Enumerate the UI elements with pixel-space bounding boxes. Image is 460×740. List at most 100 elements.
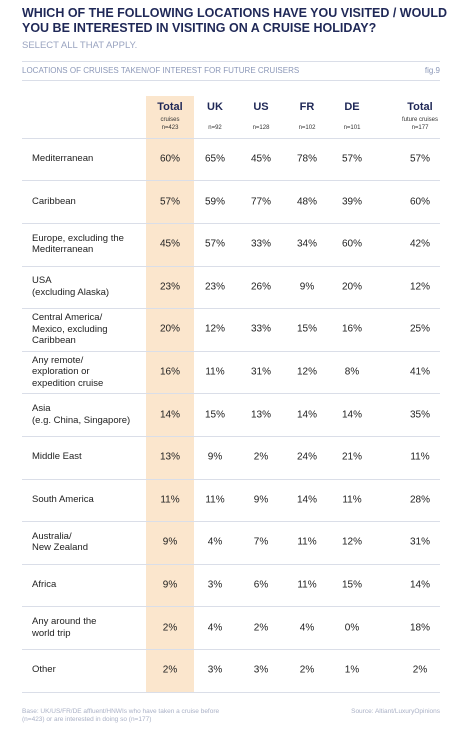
cell-value: 2%: [162, 622, 178, 634]
cell-value: 57%: [159, 196, 181, 208]
figure-number: fig.9: [424, 66, 440, 75]
source: Source: Altiant/LuxuryOpinions: [351, 708, 440, 715]
row-divider: [22, 265, 440, 267]
column-n: n=101: [343, 125, 361, 131]
cell-value: 39%: [341, 196, 363, 208]
row-divider: [22, 393, 440, 395]
row-label: Any remote/: [32, 354, 84, 366]
cell-value: 57%: [409, 153, 431, 165]
cell-value: 2%: [253, 622, 269, 634]
cell-value: 11%: [410, 451, 430, 463]
row-label: Australia/: [32, 530, 72, 542]
row-label: Europe, excluding the: [32, 232, 124, 244]
row-divider: [22, 435, 440, 437]
cell-value: 9%: [253, 494, 269, 506]
cell-value: 2%: [162, 664, 178, 676]
cell-value: 4%: [207, 536, 223, 548]
column-header: Total: [407, 101, 433, 113]
cell-value: 9%: [162, 579, 178, 591]
cell-value: 7%: [253, 536, 269, 548]
column-header: FR: [299, 101, 315, 113]
row-label: world trip: [32, 627, 71, 639]
cell-value: 15%: [296, 323, 318, 335]
cell-value: 26%: [250, 281, 272, 293]
cell-value: 14%: [296, 494, 318, 506]
row-label: (e.g. China, Singapore): [32, 414, 131, 426]
cell-value: 2%: [253, 451, 269, 463]
row-label: Mexico, excluding: [32, 323, 108, 335]
row-label: South America: [32, 494, 94, 506]
cell-value: 11%: [342, 494, 362, 506]
row-divider: [22, 691, 440, 693]
row-label: Middle East: [32, 451, 82, 463]
column-note: future cruises: [401, 117, 439, 123]
footnote: Base: UK/US/FR/DE affluent/HNWIs who hav…: [22, 708, 220, 715]
cell-value: 25%: [409, 323, 431, 335]
column-header: DE: [344, 101, 360, 113]
cell-value: 2%: [299, 664, 315, 676]
cell-value: 23%: [204, 281, 226, 293]
cell-value: 12%: [296, 366, 318, 378]
cell-value: 23%: [159, 281, 181, 293]
column-n: n=177: [411, 125, 429, 131]
column-header: Total: [157, 101, 183, 113]
row-divider: [22, 308, 440, 310]
cell-value: 6%: [253, 579, 269, 591]
cell-value: 1%: [344, 664, 360, 676]
row-divider: [22, 350, 440, 352]
row-label: USA: [32, 275, 52, 287]
title: WHICH OF THE FOLLOWING LOCATIONS HAVE YO…: [22, 6, 447, 20]
cell-value: 11%: [160, 494, 180, 506]
title: YOU BE INTERESTED IN VISITING ON A CRUIS…: [22, 21, 377, 35]
row-label: Caribbean: [32, 195, 76, 207]
cell-value: 2%: [412, 664, 428, 676]
cell-value: 0%: [344, 622, 360, 634]
cell-value: 11%: [205, 366, 225, 378]
rule: [22, 61, 440, 62]
cell-value: 34%: [296, 238, 318, 250]
cell-value: 31%: [250, 366, 272, 378]
cell-value: 9%: [162, 536, 178, 548]
row-divider: [22, 137, 440, 139]
column-n: n=92: [208, 125, 222, 131]
cell-value: 33%: [250, 238, 272, 250]
row-divider: [22, 521, 440, 523]
cell-value: 35%: [409, 409, 431, 421]
cell-value: 31%: [409, 536, 431, 548]
row-label: Caribbean: [32, 335, 76, 347]
cell-value: 8%: [344, 366, 360, 378]
row-label: Any around the: [32, 616, 97, 628]
row-divider: [22, 563, 440, 565]
row-label: Central America/: [32, 312, 103, 324]
cell-value: 24%: [296, 451, 318, 463]
cell-value: 28%: [409, 494, 431, 506]
cell-value: 15%: [341, 579, 363, 591]
row-label: expedition cruise: [32, 377, 104, 389]
cell-value: 11%: [205, 494, 225, 506]
footnote: (n=423) or are interested in doing so (n…: [22, 716, 152, 723]
column-n: n=423: [161, 125, 179, 131]
row-divider: [22, 478, 440, 480]
cell-value: 21%: [341, 451, 363, 463]
cell-value: 15%: [204, 409, 226, 421]
row-label: Africa: [32, 579, 57, 591]
cell-value: 57%: [204, 238, 226, 250]
cell-value: 41%: [409, 366, 431, 378]
cell-value: 60%: [409, 196, 431, 208]
cell-value: 13%: [159, 451, 181, 463]
cell-value: 14%: [341, 409, 363, 421]
row-label: Mediterranean: [32, 153, 94, 165]
cell-value: 11%: [297, 536, 317, 548]
cell-value: 16%: [159, 366, 181, 378]
cell-value: 45%: [250, 153, 272, 165]
rule: [22, 80, 440, 81]
cell-value: 60%: [341, 238, 363, 250]
cell-value: 18%: [409, 622, 431, 634]
row-label: exploration or: [32, 366, 90, 378]
row-divider: [22, 648, 440, 650]
cell-value: 59%: [204, 196, 226, 208]
cell-value: 9%: [299, 281, 315, 293]
column-note: cruises: [160, 117, 180, 123]
cell-value: 4%: [299, 622, 315, 634]
